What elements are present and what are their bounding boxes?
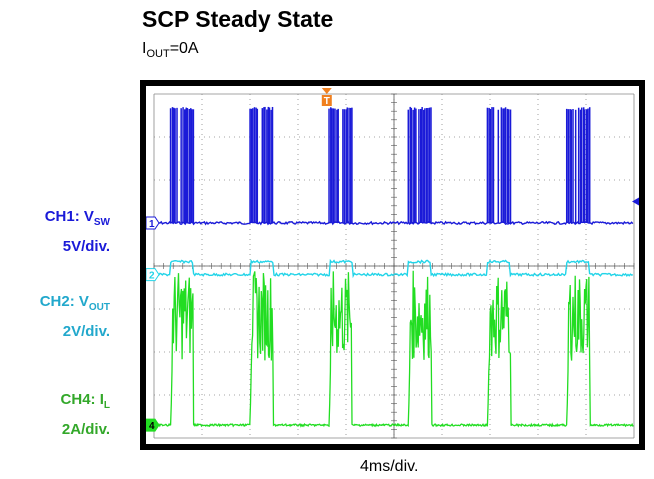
ch4-trace [153, 270, 634, 428]
ch1-label: CH1: VSW 5V/div. [45, 205, 110, 259]
trigger-marker [321, 95, 332, 106]
chart-title: SCP Steady State [142, 6, 334, 32]
trigger-arrow [321, 88, 332, 94]
ch1-scale: 5V/div. [62, 238, 110, 255]
ch2-marker-number: 2 [149, 271, 155, 282]
ch4-scale: 2A/div. [61, 421, 110, 438]
x-scale-label: 4ms/div. [360, 458, 419, 475]
ch2-scale: 2V/div. [62, 323, 110, 340]
ch4-label: CH4: IL 2A/div. [61, 388, 110, 442]
trigger-level-icon [632, 197, 639, 206]
scope-frame: 1 2 4 T [140, 80, 645, 450]
markers: 1 2 4 T [146, 88, 639, 432]
ch4-marker [146, 418, 160, 432]
scope-screen: 1 2 4 T [146, 86, 639, 444]
ch2-trace [153, 258, 634, 279]
trigger-label: T [324, 96, 330, 107]
ch2-label: CH2: VOUT 2V/div. [40, 290, 110, 344]
ch1-marker-number: 1 [149, 219, 155, 230]
ch1-marker [146, 216, 160, 230]
chart-subtitle: IOUT=0A [142, 40, 199, 61]
ch2-marker [146, 268, 160, 282]
ch4-marker-number: 4 [149, 421, 155, 432]
ch1-trace [153, 220, 634, 226]
traces [153, 106, 634, 428]
